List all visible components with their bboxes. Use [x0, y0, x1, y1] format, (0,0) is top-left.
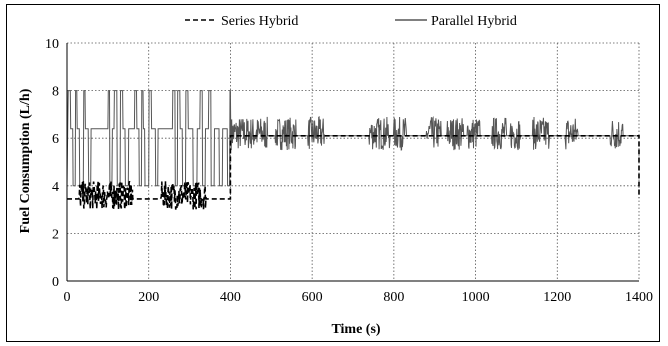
x-tick-label: 800 [383, 290, 404, 305]
x-tick-label: 0 [64, 290, 71, 305]
y-tick-label: 0 [52, 275, 59, 290]
x-tick-label: 600 [302, 290, 323, 305]
chart-frame: Series Hybrid Parallel Hybrid 0 2 4 6 8 10 0 20… [6, 4, 660, 342]
legend-parallel-hybrid-label: Parallel Hybrid [431, 14, 517, 29]
x-tick-label: 1200 [543, 290, 571, 305]
fuel-consumption-chart: Series Hybrid Parallel Hybrid 0 2 4 6 8 10 0 20… [18, 14, 653, 337]
y-axis-label: Fuel Consumption (L/h) [18, 88, 33, 233]
x-tick-label: 1400 [625, 290, 653, 305]
x-tick-label: 1000 [462, 290, 490, 305]
x-tick-label: 200 [138, 290, 159, 305]
y-tick-label: 6 [52, 132, 59, 147]
legend-series-hybrid-label: Series Hybrid [221, 14, 298, 29]
legend: Series Hybrid Parallel Hybrid [185, 14, 517, 29]
x-axis-label: Time (s) [331, 322, 380, 337]
y-tick-label: 10 [45, 37, 59, 52]
axes: 0 2 4 6 8 10 0 200 400 600 800 1000 1200 1400 [45, 37, 653, 305]
y-tick-label: 8 [52, 85, 59, 100]
series-series-hybrid-line [67, 135, 640, 210]
x-tick-label: 400 [220, 290, 241, 305]
series-layer [66, 90, 640, 210]
y-tick-label: 4 [52, 180, 59, 195]
y-tick-label: 2 [52, 227, 59, 242]
grid [66, 42, 640, 282]
